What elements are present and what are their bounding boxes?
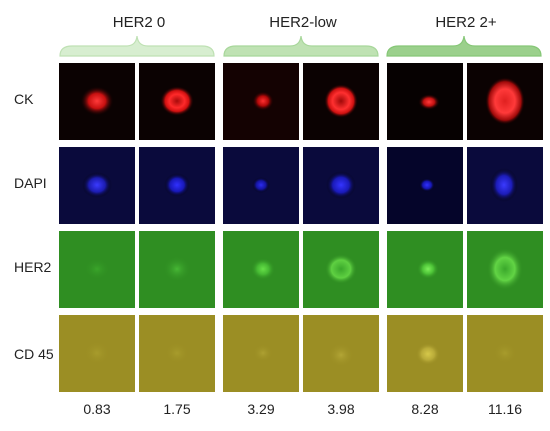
dapi-tile-2 [139, 147, 215, 224]
ck-tile-3 [223, 63, 299, 140]
cd45-tile-6 [467, 315, 543, 392]
her2-tile-1 [59, 231, 135, 308]
row-label-her2: HER2 [14, 259, 52, 275]
her2-tile-4 [303, 231, 379, 308]
dapi-tile-4 [303, 147, 379, 224]
row-label-dapi: DAPI [14, 175, 47, 191]
value-label-5: 8.28 [411, 401, 439, 417]
her2-tile-3 [223, 231, 299, 308]
cd45-tile-4 [303, 315, 379, 392]
dapi-tile-3 [223, 147, 299, 224]
ck-tile-5 [387, 63, 463, 140]
dapi-tile-5 [387, 147, 463, 224]
group-title-her2-2plus: HER2 2+ [435, 14, 497, 31]
cd45-tile-5 [387, 315, 463, 392]
dapi-tile-1 [59, 147, 135, 224]
brace-her2-0 [59, 35, 215, 57]
ck-tile-6 [467, 63, 543, 140]
brace-her2-2plus [386, 35, 542, 57]
her2-tile-5 [387, 231, 463, 308]
cd45-tile-2 [139, 315, 215, 392]
ck-tile-4 [303, 63, 379, 140]
group-title-her2-low: HER2-low [269, 14, 337, 31]
row-label-cd45: CD 45 [14, 346, 54, 362]
cd45-tile-1 [59, 315, 135, 392]
group-title-her2-0: HER2 0 [112, 14, 166, 31]
row-label-ck: CK [14, 91, 34, 107]
value-label-3: 3.29 [247, 401, 275, 417]
value-label-4: 3.98 [327, 401, 355, 417]
ck-tile-2 [139, 63, 215, 140]
dapi-tile-6 [467, 147, 543, 224]
value-label-1: 0.83 [83, 401, 111, 417]
her2-tile-6 [467, 231, 543, 308]
ck-tile-1 [59, 63, 135, 140]
value-label-2: 1.75 [163, 401, 191, 417]
brace-her2-low [223, 35, 379, 57]
cd45-tile-3 [223, 315, 299, 392]
her2-tile-2 [139, 231, 215, 308]
value-label-6: 11.16 [488, 401, 522, 417]
